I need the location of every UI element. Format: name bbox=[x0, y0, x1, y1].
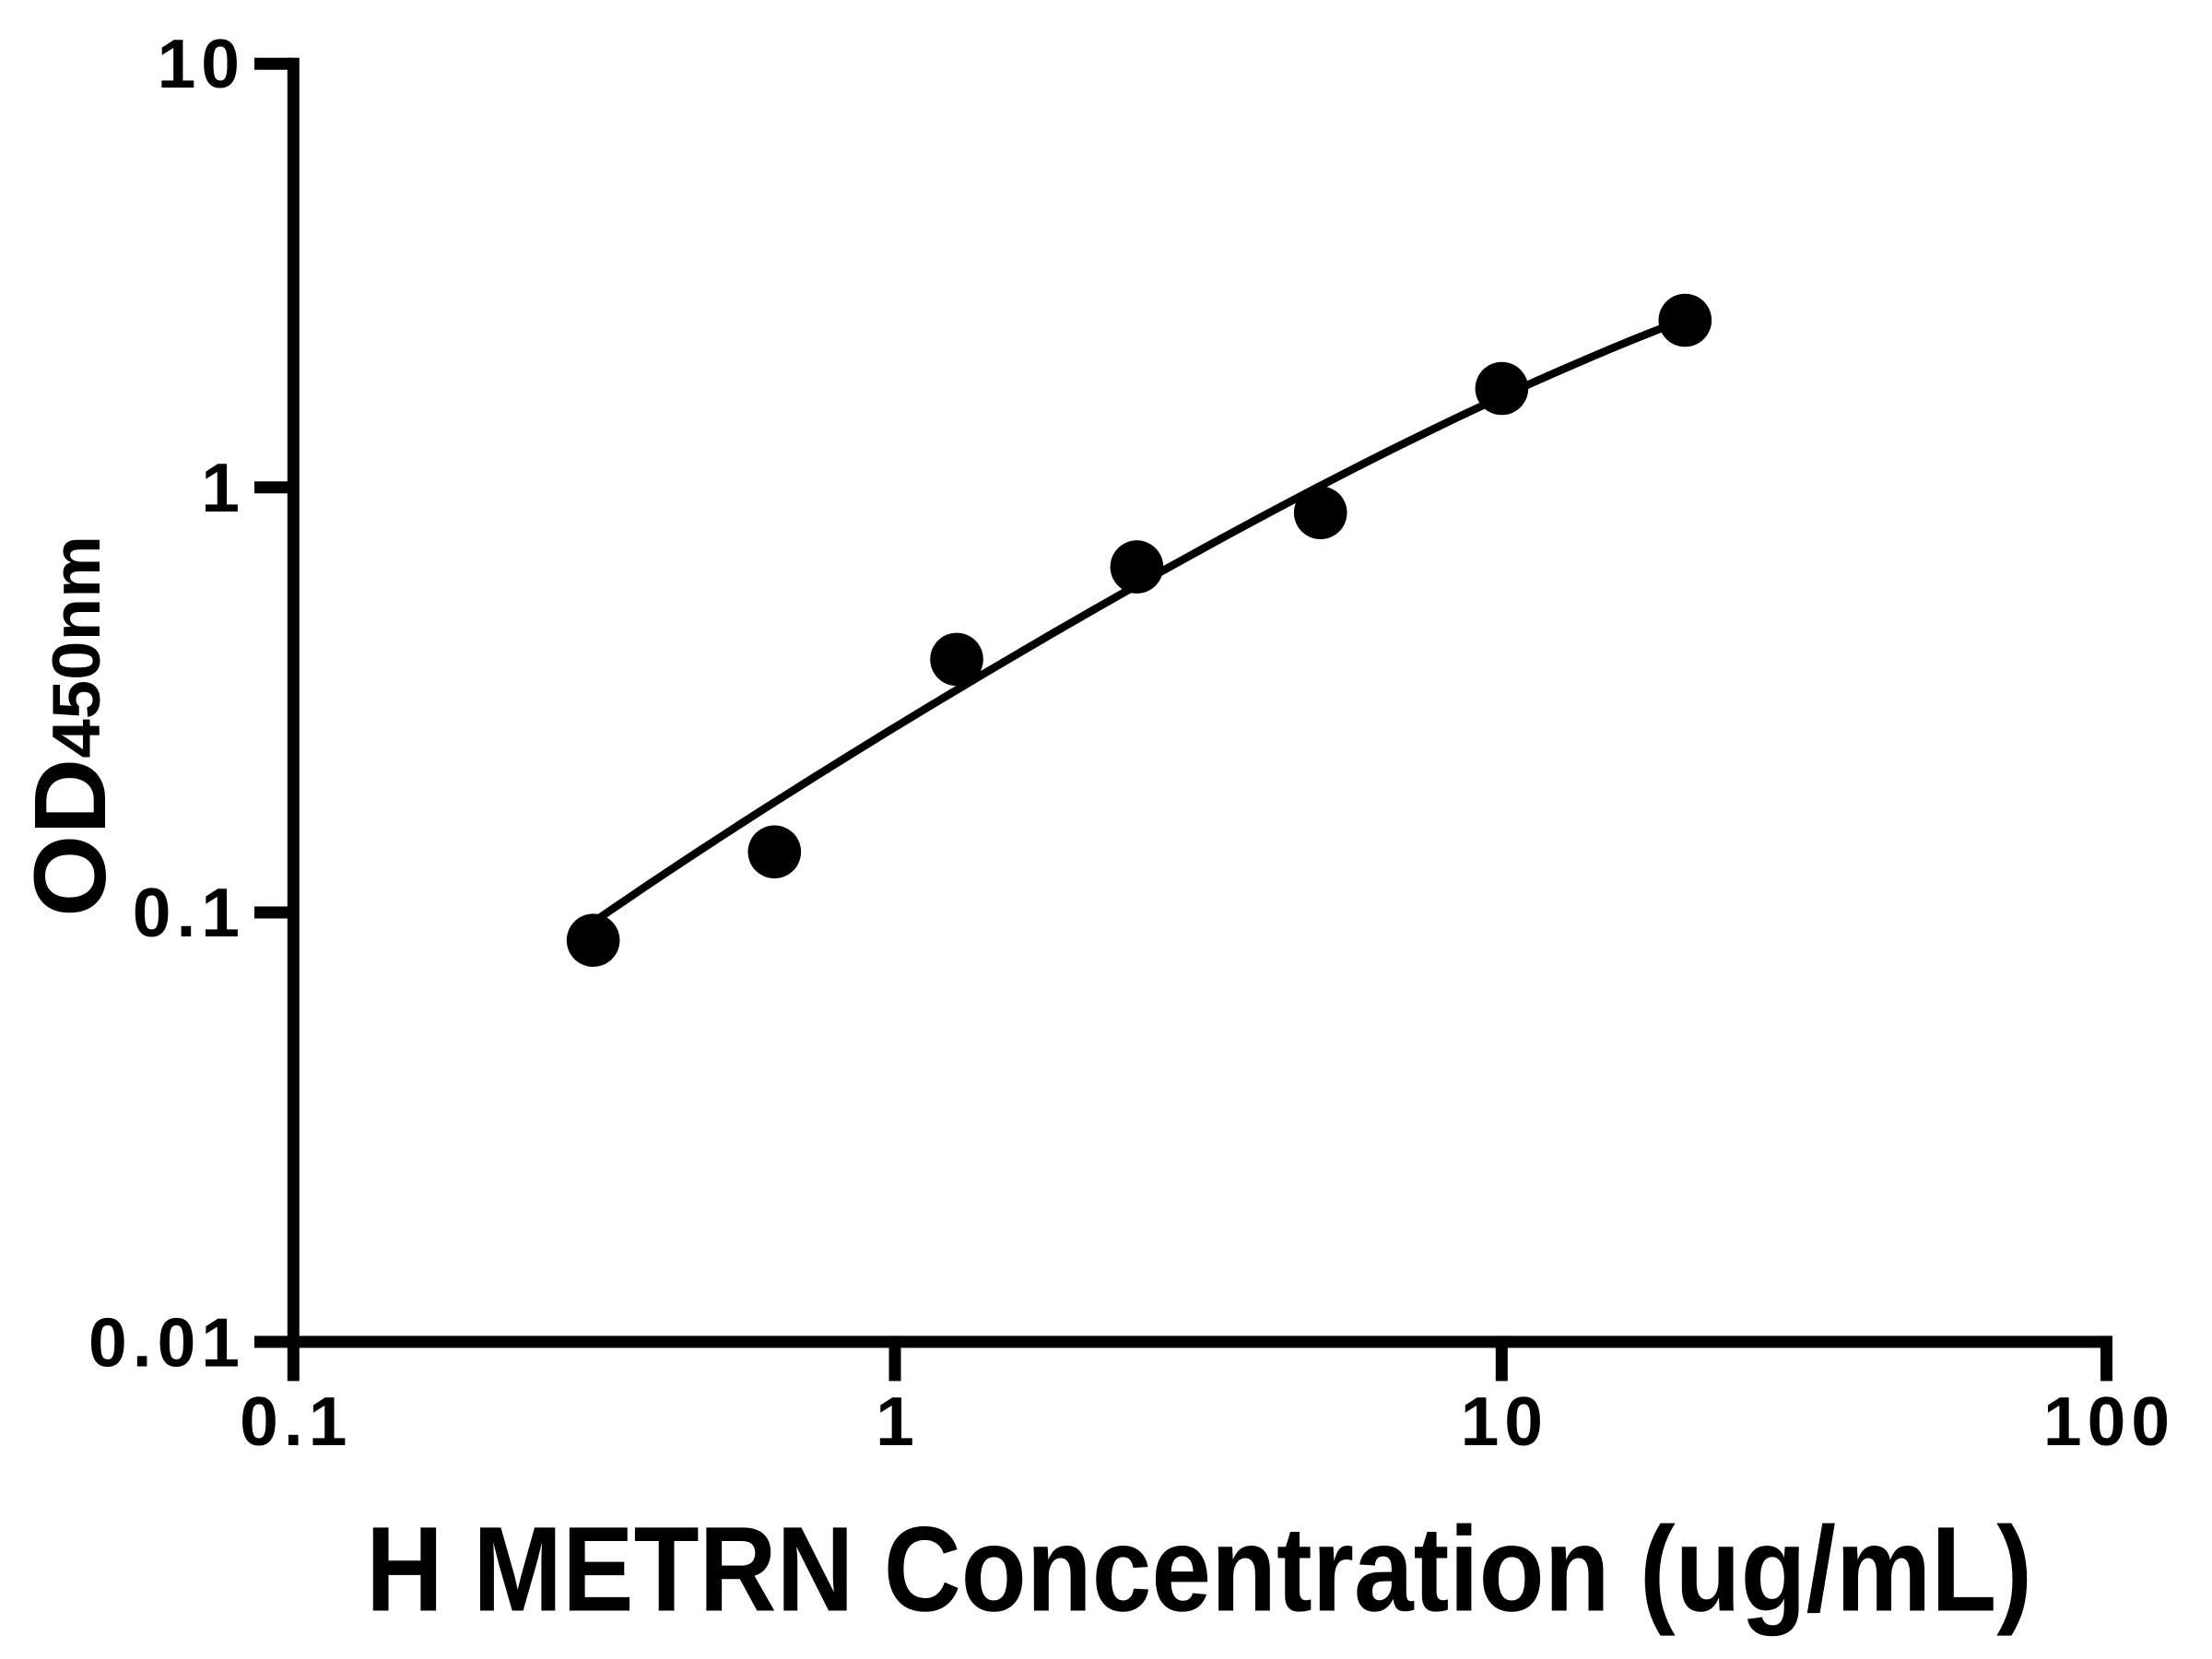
svg-text:10: 10 bbox=[158, 25, 245, 102]
svg-text:H METRN Concentration (ug/mL): H METRN Concentration (ug/mL) bbox=[366, 1501, 2032, 1637]
svg-text:0.01: 0.01 bbox=[88, 1303, 245, 1381]
svg-text:1: 1 bbox=[201, 449, 245, 526]
svg-text:10: 10 bbox=[1461, 1382, 1548, 1460]
svg-text:0.1: 0.1 bbox=[240, 1382, 352, 1460]
svg-text:1: 1 bbox=[876, 1382, 920, 1460]
svg-text:100: 100 bbox=[2043, 1382, 2175, 1460]
svg-text:0.1: 0.1 bbox=[133, 874, 245, 951]
